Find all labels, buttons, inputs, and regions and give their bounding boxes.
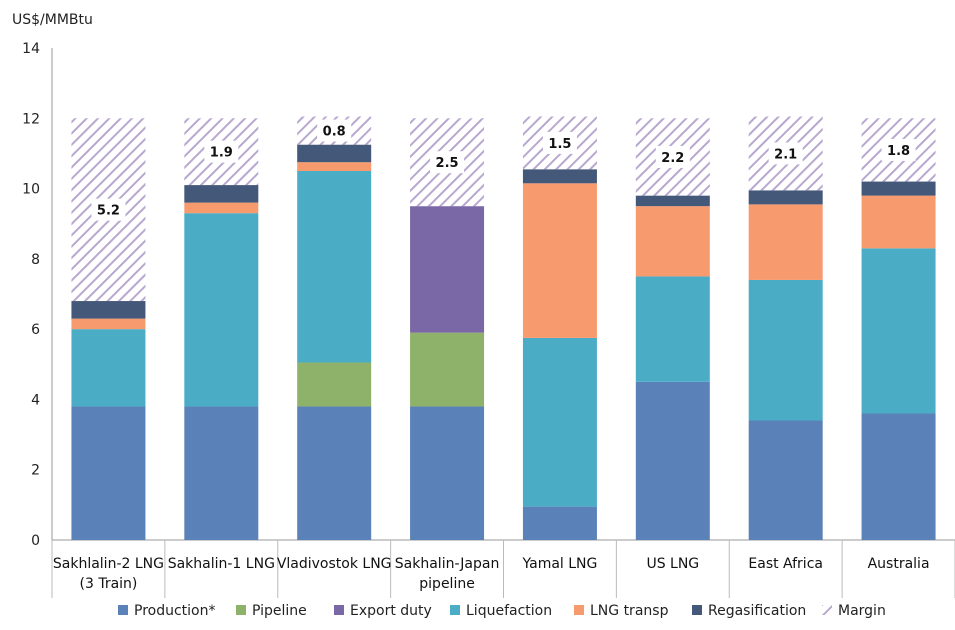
category-label: Yamal LNG [521,556,597,572]
y-tick-label: 6 [31,322,40,338]
data-label: 1.9 [210,146,233,161]
data-label-background [655,145,690,168]
legend-label: Production* [134,603,215,619]
bar-segment-regasification [71,301,146,319]
legend-swatch [334,605,344,615]
category-label: Australia [868,556,930,572]
bar-segment-pipeline [410,332,485,407]
bar-segment-production [522,506,597,540]
category-label: pipeline [419,576,475,592]
bar-segment-liquefaction [184,213,259,407]
bar-segment-production [635,381,710,540]
legend-swatch [692,605,702,615]
bar-segment-production [410,406,485,540]
bar-segment-production [71,406,146,540]
bar-segment-lng-transp [522,183,597,338]
legend-label: Export duty [350,603,432,619]
bar-segment-regasification [184,185,259,203]
legend-label: Margin [838,603,886,619]
y-axis-ticks: 0 2 4 6 8 10 12 14 [22,41,40,549]
legend: Production* Pipeline Export duty Liquefacti… [118,603,886,619]
bar-segment-production [184,406,259,540]
y-tick-label: 12 [22,111,40,127]
legend-swatch [574,605,584,615]
category-label: East Africa [748,556,823,572]
bar-segment-regasification [861,181,936,196]
bar-segment-lng-transp [184,202,259,214]
category-label: US LNG [646,556,699,572]
y-tick-label: 8 [31,252,40,268]
legend-swatch [822,605,832,615]
bar-segment-liquefaction [635,276,710,382]
bar-segment-lng-transp [71,318,146,330]
y-axis-title: US$/MMBtu [12,12,93,28]
bar-segment-lng-transp [635,206,710,277]
bar-segment-lng-transp [748,204,823,280]
bar-segment-export-duty [410,206,485,333]
data-label-background [91,198,126,221]
data-label-background [430,151,465,174]
bar-segment-regasification [297,144,372,163]
category-label: Sakhalin-Japan [395,556,500,572]
y-tick-label: 10 [22,182,40,198]
y-tick-label: 0 [31,533,40,549]
x-axis-categories: Sakhlalin-2 LNG (3 Train) Sakhalin-1 LNG Vl… [53,556,930,592]
data-label-background [881,138,916,161]
bar-segment-liquefaction [861,248,936,414]
bar-segment-regasification [748,190,823,205]
data-label-background [768,142,803,165]
bar-segment-pipeline [297,362,372,407]
data-label: 5.2 [97,204,120,219]
bar-segment-regasification [635,195,710,207]
legend-label: Regasification [708,603,806,619]
category-label: Sakhalin-1 LNG [168,556,275,572]
legend-swatch [450,605,460,615]
data-label-background [317,119,352,142]
bar-segment-liquefaction [71,329,146,407]
bar-segment-liquefaction [748,279,823,421]
legend-swatch [236,605,246,615]
data-label: 2.1 [774,147,797,162]
data-label: 2.5 [436,156,459,171]
bar-segment-lng-transp [297,162,372,171]
category-label: (3 Train) [80,576,138,592]
legend-swatch [118,605,128,615]
bar-segment-lng-transp [861,195,936,249]
data-label-background [204,140,239,163]
bar-segment-production [748,420,823,540]
bars [71,116,936,540]
bar-segment-production [297,406,372,540]
data-label: 0.8 [323,125,346,140]
legend-label: Liquefaction [466,603,552,619]
data-label: 2.2 [661,151,684,166]
bar-segment-production [861,413,936,540]
data-label: 1.5 [548,137,571,152]
legend-label: Pipeline [252,603,307,619]
y-tick-label: 4 [31,392,40,408]
data-labels: 5.2 1.9 0.8 2.5 1.5 2.2 2.1 1.8 [91,119,916,221]
bar-segment-liquefaction [522,337,597,507]
legend-label: LNG transp [590,603,669,619]
category-label: Vladivostok LNG [277,556,392,572]
category-label: Sakhlalin-2 LNG [53,556,164,572]
bar-segment-regasification [522,169,597,184]
data-label-background [542,131,577,154]
bar-segment-liquefaction [297,171,372,363]
y-tick-label: 2 [31,463,40,479]
y-tick-label: 14 [22,41,40,57]
data-label: 1.8 [887,144,910,159]
